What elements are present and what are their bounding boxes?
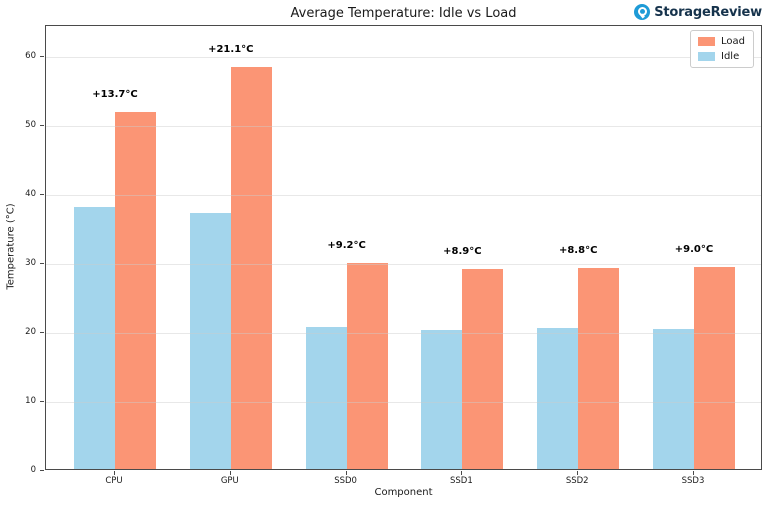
gridline [46,195,761,197]
y-tick-mark [40,194,44,196]
x-tick-mark [229,471,231,475]
x-tick-mark [693,471,694,475]
x-tick-mark [114,471,115,475]
chart-title: Average Temperature: Idle vs Load [290,6,517,21]
legend-swatch-load [698,37,715,46]
x-tick-label-cpu: CPU [105,476,123,486]
gridline [46,57,761,59]
storagereview-brand: StorageReview [634,4,762,20]
y-tick-mark [40,125,44,127]
x-tick-label-ssd1: SSD1 [450,476,473,486]
y-tick-mark [40,470,44,471]
y-tick-label: 40 [25,188,36,199]
legend-swatch-idle [698,52,715,61]
delta-annotation-ssd0: +9.2°C [327,240,366,252]
delta-annotation-ssd3: +9.0°C [674,243,714,255]
gridline [46,264,761,266]
delta-annotation-ssd1: +8.9°C [443,245,482,257]
legend: Load Idle [690,30,754,68]
y-tick-label: 10 [25,395,36,406]
legend-label-load: Load [721,36,745,47]
bar-load-gpu [230,67,272,469]
bar-load-cpu [115,112,156,469]
delta-annotation-ssd2: +8.8°C [558,244,598,256]
delta-annotation-cpu: +13.7°C [92,89,138,101]
y-tick-label: 0 [30,464,36,475]
bar-idle-gpu [189,213,231,469]
legend-item-idle: Idle [698,51,745,62]
x-tick-label-ssd3: SSD3 [681,476,705,486]
gridline [46,333,761,334]
delta-annotation-gpu: +21.1°C [208,44,254,56]
x-tick-label-ssd2: SSD2 [565,476,589,486]
legend-label-idle: Idle [721,51,740,62]
y-tick-mark [40,56,44,58]
x-tick-mark [461,471,463,475]
y-tick-label: 20 [25,326,36,337]
storagereview-logo-text: StorageReview [654,4,762,20]
y-tick-label: 50 [25,119,36,130]
bar-idle-cpu [74,206,115,469]
x-tick-mark [577,471,579,475]
plot-area: Load Idle +13.7°C +21.1°C +9.2°C +8.9°C +8.8°… [45,25,762,470]
gridline [46,402,761,403]
bar-load-ssd1 [462,268,504,469]
gridline [46,126,761,128]
y-tick-mark [40,401,44,402]
bar-idle-ssd0 [305,326,347,469]
y-tick-label: 60 [25,50,36,61]
storagereview-logo-icon [634,4,651,20]
y-axis-ticks: 0 10 20 30 40 50 60 [0,25,45,474]
legend-item-load: Load [698,36,745,47]
y-axis-label: Temperature (°C) [5,203,17,290]
bar-load-ssd2 [578,267,620,469]
bar-load-ssd3 [694,266,735,469]
x-tick-label-ssd0: SSD0 [334,476,357,486]
x-tick-label-gpu: GPU [220,476,239,486]
y-tick-label: 30 [25,257,36,268]
bar-idle-ssd2 [537,328,579,469]
y-tick-mark [40,263,44,265]
bar-load-ssd0 [346,263,388,469]
x-axis-label: Component [374,487,433,498]
x-axis-ticks: CPU GPU SSD0 SSD1 SSD2 SSD3 [45,470,762,492]
x-tick-mark [345,471,347,475]
bar-idle-ssd1 [421,330,463,469]
bar-idle-ssd3 [653,328,694,469]
y-tick-mark [40,332,44,333]
